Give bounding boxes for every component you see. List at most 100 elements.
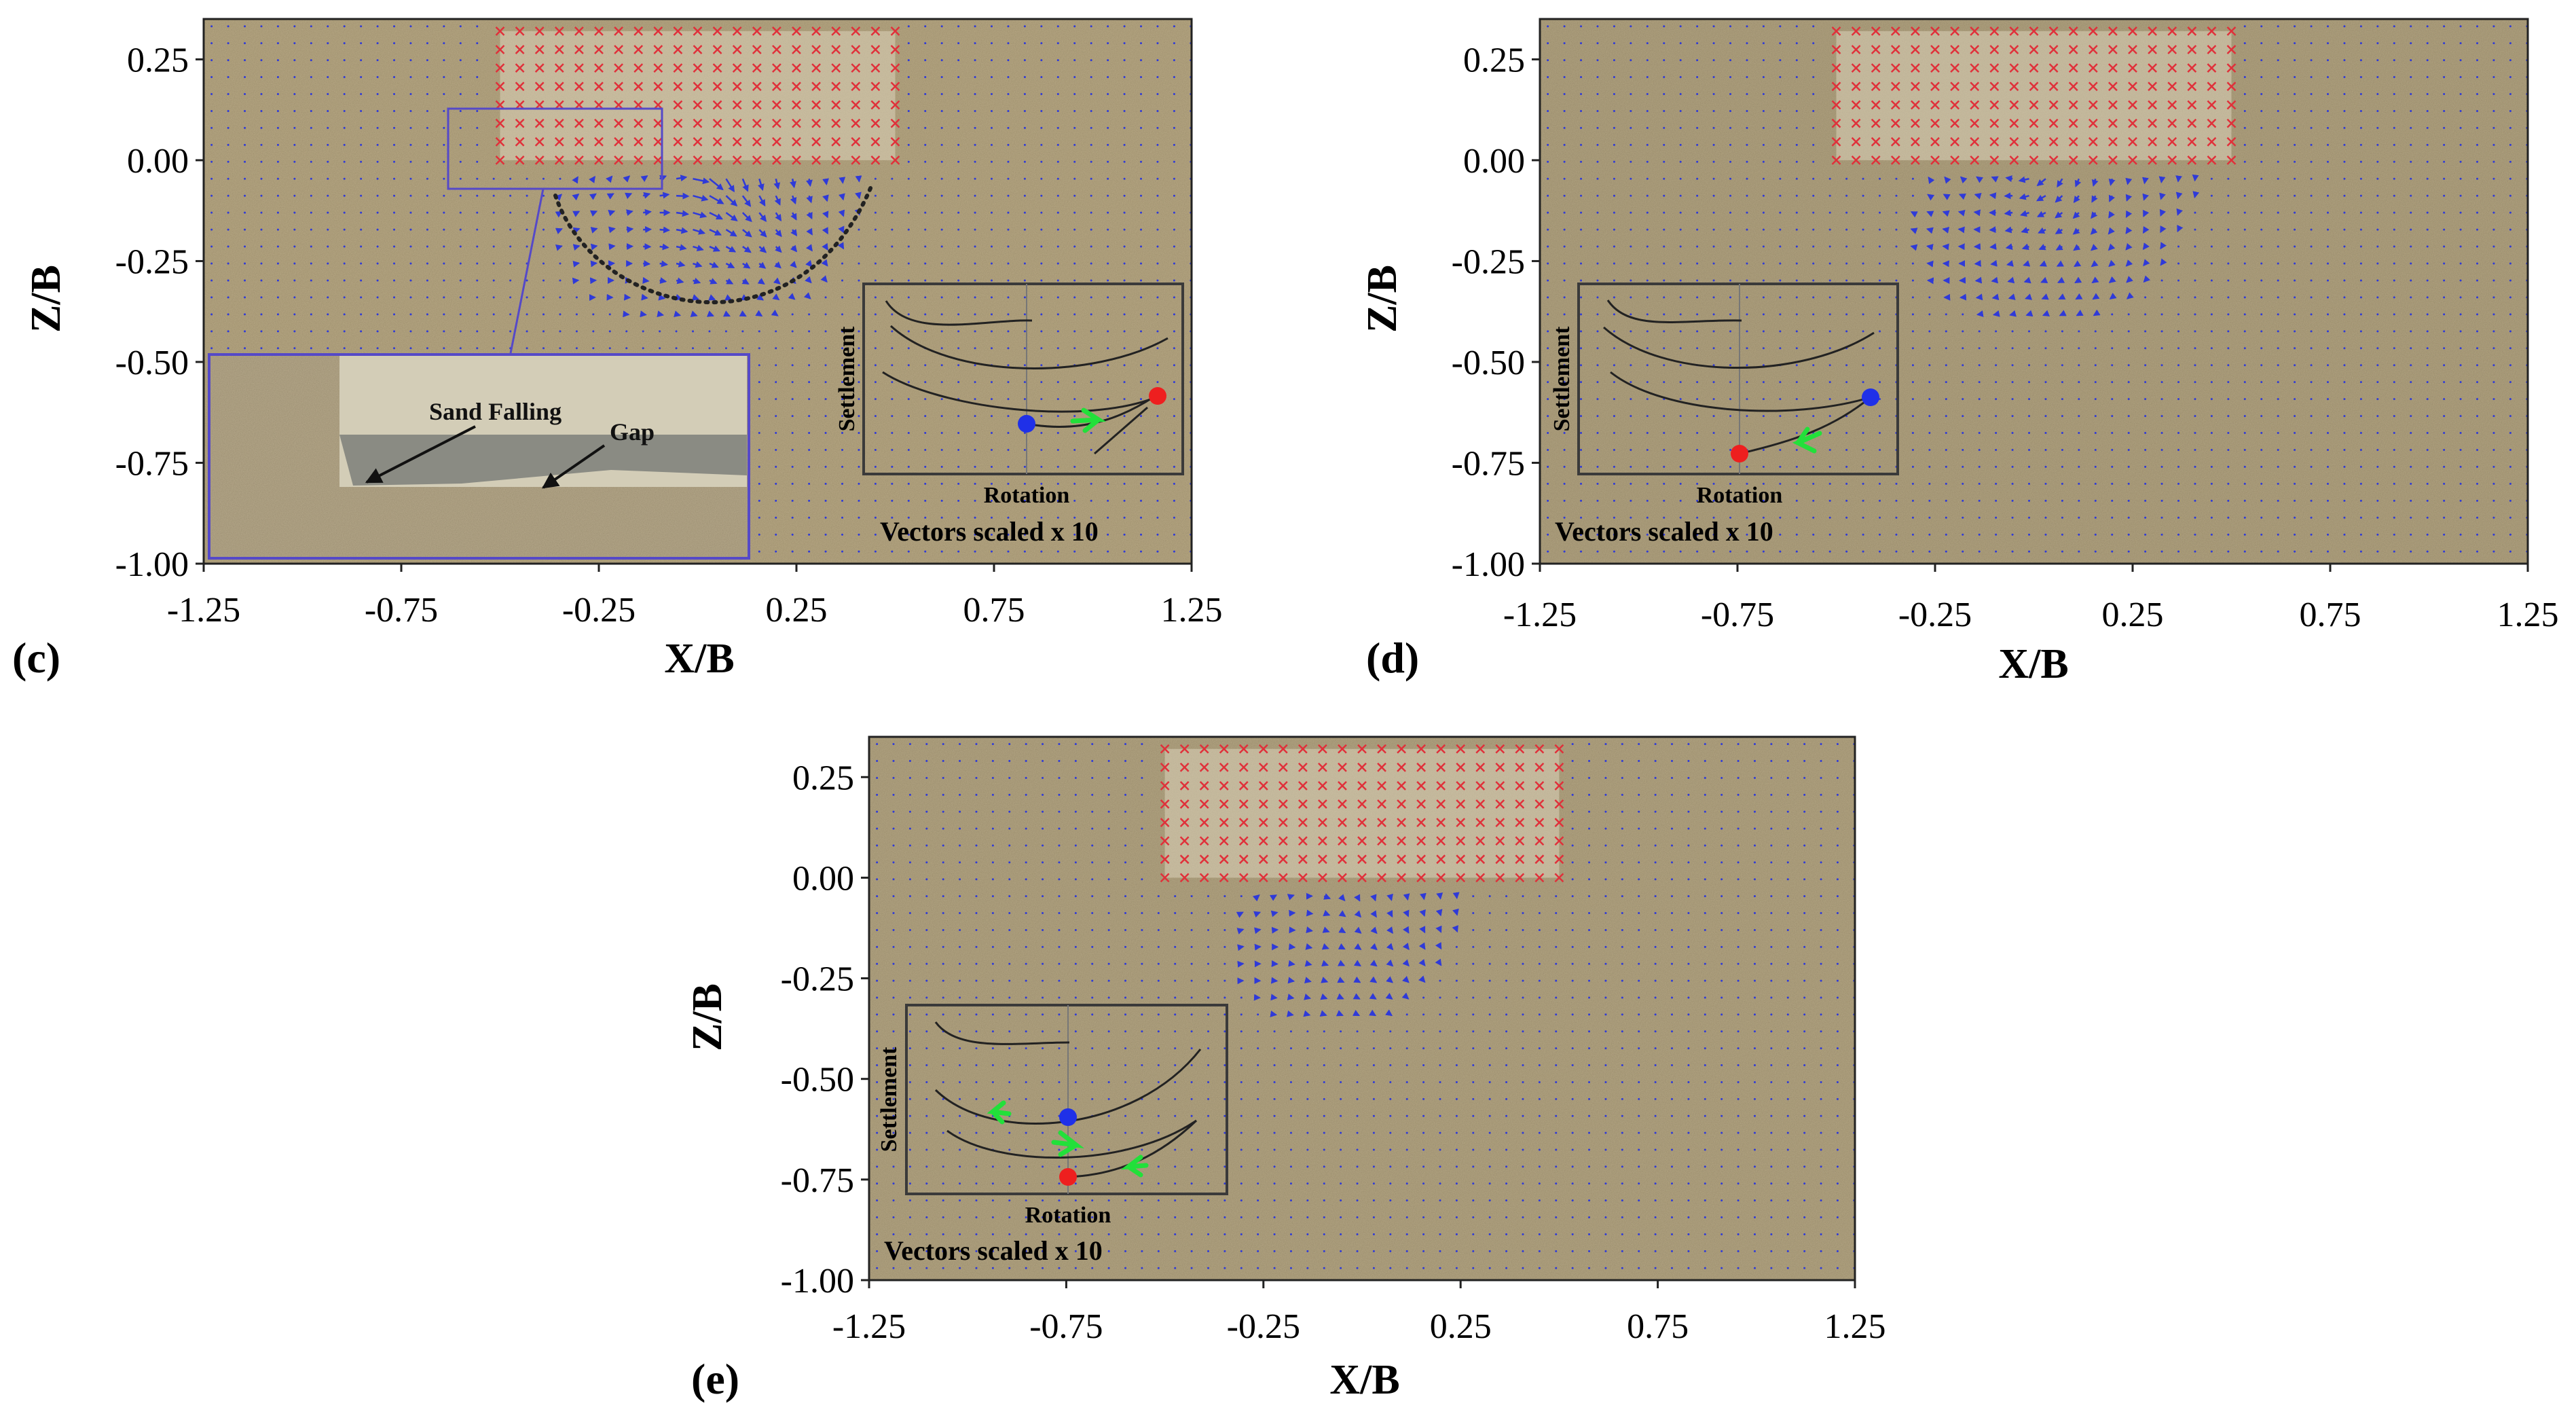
panel-c-ytick-label: 0.25	[127, 41, 189, 79]
vector-point	[2260, 245, 2263, 248]
footing-marker	[594, 81, 604, 92]
vector-point	[1762, 432, 1765, 435]
vector-point	[1729, 262, 1732, 265]
displacement-vector	[640, 175, 648, 182]
vector-point	[758, 533, 760, 536]
vector-point	[2310, 516, 2313, 519]
vector-point	[1613, 364, 1615, 367]
vector-point	[2459, 177, 2462, 180]
vector-point	[892, 1182, 895, 1185]
vector-point	[1679, 482, 1682, 485]
vector-point	[1124, 1267, 1127, 1269]
vector-point	[2459, 516, 2462, 519]
vector-point	[1107, 177, 1109, 180]
vector-point	[2094, 330, 2097, 333]
vector-point	[2443, 194, 2446, 197]
vector-point	[974, 330, 976, 333]
vector-point	[1025, 776, 1027, 779]
vector-point	[1058, 1097, 1061, 1100]
vector-point	[1630, 533, 1632, 536]
vector-point	[1712, 330, 1715, 333]
footing-marker	[1377, 836, 1386, 846]
vector-point	[1141, 793, 1143, 796]
footing-marker	[2048, 45, 2059, 54]
vector-point	[1340, 1080, 1342, 1083]
vector-point	[443, 313, 445, 316]
vector-point	[1563, 516, 1566, 519]
vector-point	[924, 143, 927, 146]
displacement-vector	[771, 309, 779, 316]
vector-point	[492, 296, 495, 299]
vector-point	[1042, 1182, 1044, 1185]
footing-marker	[2187, 156, 2197, 165]
vector-point	[1058, 1148, 1061, 1151]
vector-point	[526, 194, 528, 197]
vector-point	[1712, 160, 1715, 163]
vector-point	[2343, 194, 2346, 197]
vector-point	[376, 194, 379, 197]
vector-point	[959, 776, 961, 779]
vector-point	[327, 296, 329, 299]
displacement-vector	[2040, 276, 2048, 284]
vector-point	[975, 912, 978, 915]
footing-marker	[495, 118, 505, 128]
vector-point	[2078, 533, 2080, 536]
vector-point	[1008, 1131, 1011, 1134]
vector-point	[2294, 126, 2296, 129]
vector-point	[957, 347, 960, 350]
vector-point	[244, 279, 246, 282]
footing-marker	[1831, 81, 1841, 92]
vector-point	[1663, 347, 1666, 350]
vector-point	[991, 296, 993, 299]
vector-point	[775, 415, 777, 418]
vector-point	[210, 92, 213, 95]
vector-point	[1472, 1114, 1475, 1117]
displacement-vector	[822, 194, 829, 202]
vector-point	[1729, 177, 1732, 180]
vector-point	[376, 330, 379, 333]
vector-point	[925, 895, 928, 898]
vector-point	[2044, 550, 2047, 553]
vector-point	[942, 776, 944, 779]
vector-point	[343, 92, 346, 95]
footing-marker	[633, 118, 644, 128]
vector-point	[1712, 516, 1715, 519]
footing-marker	[1199, 744, 1209, 754]
vector-point	[1141, 1233, 1143, 1235]
footing-marker	[1298, 781, 1308, 790]
vector-point	[2376, 415, 2379, 418]
footing-marker	[851, 26, 861, 36]
vector-point	[991, 878, 994, 881]
vector-point	[1140, 381, 1143, 384]
vector-point	[2443, 59, 2446, 62]
footing-marker	[1515, 836, 1525, 846]
vector-point	[1173, 415, 1175, 418]
footing-marker	[2108, 118, 2118, 128]
vector-point	[1323, 1165, 1325, 1168]
vector-point	[1174, 979, 1177, 982]
vector-point	[443, 194, 445, 197]
vector-point	[975, 878, 978, 881]
vector-point	[2127, 364, 2130, 367]
vector-point	[1779, 194, 1782, 197]
vector-point	[2078, 465, 2080, 468]
vector-point	[876, 1182, 879, 1185]
vector-point	[942, 827, 944, 830]
vector-point	[1058, 1080, 1061, 1083]
vector-point	[2227, 550, 2230, 553]
vector-point	[1223, 928, 1226, 931]
vector-point	[1663, 330, 1666, 333]
displacement-vector	[2055, 228, 2063, 234]
vector-point	[1023, 279, 1026, 282]
vector-point	[1746, 296, 1748, 299]
vector-point	[276, 25, 279, 28]
vector-point	[1828, 177, 1831, 180]
displacement-vector	[2160, 242, 2167, 250]
vector-point	[393, 194, 396, 197]
footing-marker	[811, 137, 821, 147]
footing-marker	[1179, 781, 1190, 790]
vector-point	[1141, 810, 1143, 813]
vector-point	[1795, 364, 1798, 367]
vector-point	[2243, 25, 2246, 28]
vector-point	[925, 1216, 928, 1219]
